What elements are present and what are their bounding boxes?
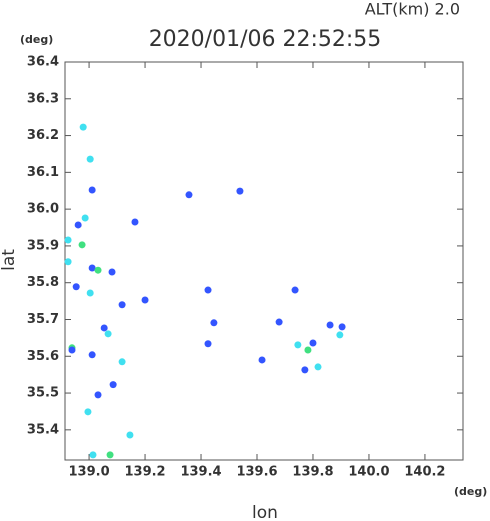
x-tick-label: 139.6 (236, 465, 277, 480)
x-tick-label: 139.8 (292, 465, 333, 480)
echo-point (314, 363, 322, 371)
chart-subtitle: ALT(km) 2.0 (365, 0, 460, 19)
echo-point (236, 187, 244, 195)
x-tick-label: 139.4 (180, 465, 221, 480)
plot-frame (64, 61, 464, 461)
chart-title: 2020/01/06 22:52:55 (149, 27, 382, 52)
echo-point (326, 321, 334, 329)
echo-point (304, 346, 312, 354)
echo-point (185, 191, 193, 199)
y-tick-label: 35.7 (27, 312, 59, 327)
echo-point (338, 323, 346, 331)
echo-point (72, 283, 80, 291)
echo-point (131, 218, 139, 226)
echo-point (141, 296, 149, 304)
x-unit: (deg) (454, 485, 487, 498)
y-tick-label: 36.1 (27, 165, 59, 180)
echo-point (118, 301, 126, 309)
y-axis-label: lat (0, 249, 19, 271)
echo-point (108, 268, 116, 276)
echo-point (109, 381, 117, 389)
y-tick-label: 35.8 (27, 275, 59, 290)
echo-point (74, 221, 82, 229)
echo-point (68, 346, 76, 354)
x-tick-label: 139.2 (124, 465, 165, 480)
echo-point (291, 286, 299, 294)
echo-point (89, 451, 97, 459)
echo-point (94, 391, 102, 399)
x-tick-label: 139.0 (69, 465, 110, 480)
x-tick-label: 140.2 (404, 465, 445, 480)
echo-point (336, 331, 344, 339)
y-tick-label: 35.4 (27, 422, 59, 437)
y-tick-label: 36.2 (27, 128, 59, 143)
y-tick-label: 36.4 (27, 55, 59, 70)
echo-point (86, 289, 94, 297)
echo-point (88, 351, 96, 359)
echo-point (204, 340, 212, 348)
y-tick-label: 36.3 (27, 91, 59, 106)
y-tick-label: 35.9 (27, 238, 59, 253)
echo-point (104, 330, 112, 338)
echo-point (100, 324, 108, 332)
x-axis-label: lon (252, 503, 278, 521)
echo-point (106, 451, 114, 459)
echo-point (64, 258, 72, 266)
echo-point (275, 318, 283, 326)
echo-point (301, 366, 309, 374)
echo-point (88, 186, 96, 194)
echo-point (294, 341, 302, 349)
y-tick-label: 35.5 (27, 386, 59, 401)
y-tick-label: 36.0 (27, 202, 59, 217)
echo-point (81, 214, 89, 222)
echo-point (84, 408, 92, 416)
echo-point (86, 155, 94, 163)
y-tick-label: 35.6 (27, 349, 59, 364)
echo-point (64, 236, 72, 244)
echo-point (210, 319, 218, 327)
echo-point (118, 358, 126, 366)
echo-point (88, 264, 96, 272)
y-unit: (deg) (20, 33, 53, 46)
echo-point (94, 266, 102, 274)
echo-point (204, 286, 212, 294)
echo-point (258, 356, 266, 364)
echo-point (79, 123, 87, 131)
x-tick-label: 140.0 (348, 465, 389, 480)
echo-point (309, 339, 317, 347)
echo-point (78, 241, 86, 249)
echo-point (126, 431, 134, 439)
